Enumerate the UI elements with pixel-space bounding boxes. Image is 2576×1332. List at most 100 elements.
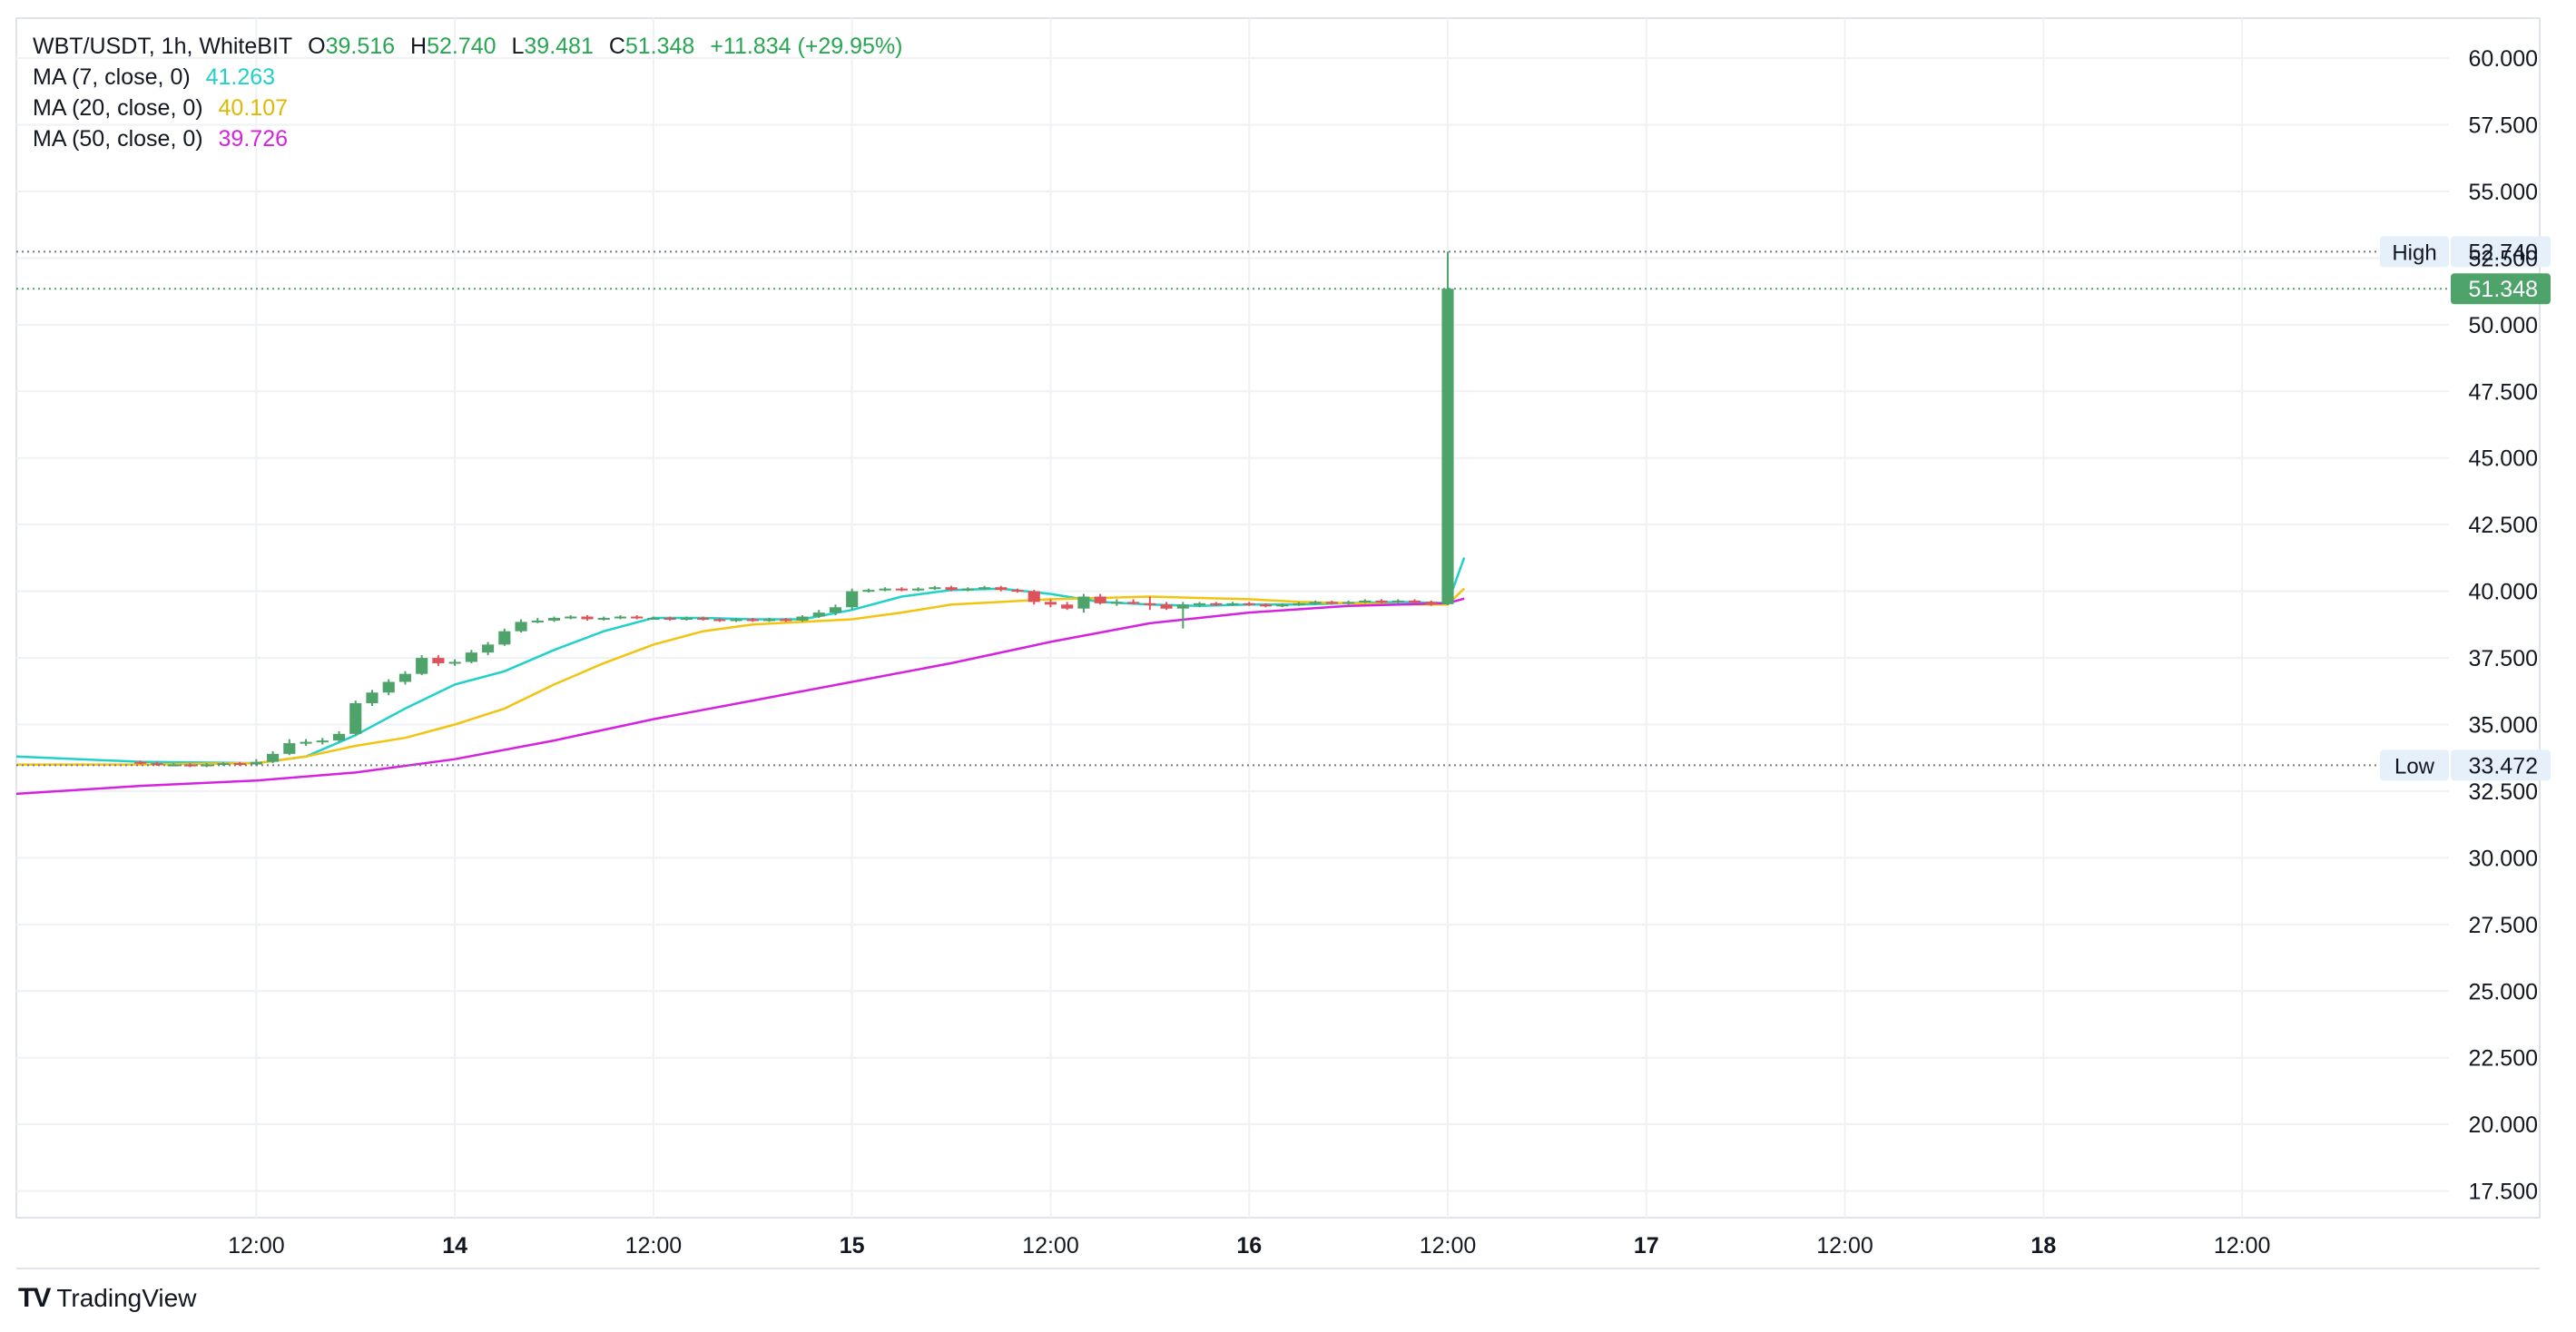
candle	[432, 655, 445, 666]
indicator-ma7[interactable]: MA (7, close, 0) 41.263	[33, 62, 912, 93]
indicator-name: MA (20, close, 0)	[33, 95, 203, 121]
tradingview-logo-icon: TV	[18, 1283, 51, 1313]
candle	[1259, 602, 1273, 608]
candle	[465, 650, 477, 663]
candle	[167, 763, 180, 767]
candle	[895, 587, 908, 592]
indicator-ma20[interactable]: MA (20, close, 0) 40.107	[33, 93, 912, 123]
candle	[1094, 593, 1106, 605]
candle	[1325, 600, 1338, 605]
y-tick-label: 32.500	[2469, 779, 2538, 805]
candle-body	[762, 619, 776, 622]
candle-body	[332, 733, 346, 741]
candle-body	[498, 631, 511, 645]
candle-body	[945, 587, 958, 591]
candle	[1309, 600, 1322, 605]
candle-body	[995, 587, 1008, 591]
candle-body	[1441, 289, 1454, 604]
y-tick-label: 55.000	[2469, 180, 2538, 205]
x-tick-label: 12:00	[228, 1233, 285, 1259]
plot-border	[15, 17, 2541, 1219]
candle-body	[1391, 600, 1404, 602]
candle	[316, 738, 329, 745]
candle-body	[432, 658, 445, 663]
ma-line	[15, 597, 1465, 796]
marker-price: 33.472	[2469, 753, 2538, 779]
close-value: C51.348	[608, 34, 695, 59]
candle	[134, 760, 147, 765]
y-tick-label: 47.500	[2469, 379, 2538, 405]
high-value: H52.740	[410, 34, 497, 59]
candle	[300, 739, 312, 747]
candle-body	[1408, 600, 1421, 602]
indicator-ma50[interactable]: MA (50, close, 0) 39.726	[33, 123, 912, 154]
x-tick-label: 16	[1236, 1233, 1262, 1259]
ohlc-row: WBT/USDT, 1h, WhiteBIT O39.516 H52.740 L…	[33, 31, 912, 62]
open-value: O39.516	[308, 34, 396, 59]
chart-legend: WBT/USDT, 1h, WhiteBIT O39.516 H52.740 L…	[33, 31, 912, 154]
candle	[780, 618, 792, 622]
candle-body	[1325, 602, 1338, 604]
candle-body	[1276, 604, 1289, 607]
candle-body	[697, 618, 710, 620]
chart-grid	[15, 17, 2541, 1269]
candle	[680, 616, 693, 621]
candle-body	[929, 587, 941, 590]
candle	[581, 615, 594, 621]
candle	[482, 642, 495, 656]
candle-body	[647, 618, 660, 620]
candle-body	[912, 588, 925, 591]
candle	[283, 739, 296, 756]
x-tick-label: 18	[2030, 1233, 2056, 1259]
candle-body	[1027, 591, 1040, 602]
candle-body	[796, 616, 809, 621]
candle	[332, 730, 346, 742]
high-low-markers: High 52.740 Low 33.472 51.348	[16, 236, 2551, 781]
candle	[664, 616, 676, 621]
candle-body	[1011, 590, 1024, 593]
last-price-label: 51.348	[2469, 277, 2538, 302]
candle-body	[1061, 604, 1074, 609]
candle	[1359, 599, 1372, 603]
candle-body	[614, 616, 627, 619]
candle	[515, 619, 527, 633]
y-tick-label: 57.500	[2469, 113, 2538, 139]
ma-line	[16, 587, 1466, 766]
candle-body	[597, 618, 610, 620]
y-tick-label: 27.500	[2469, 913, 2538, 938]
x-tick-label: 15	[840, 1233, 865, 1259]
candle	[416, 655, 428, 676]
candle	[846, 588, 859, 611]
candle	[565, 615, 577, 620]
candle-body	[482, 644, 495, 653]
y-tick-label: 20.000	[2469, 1112, 2538, 1138]
candle-body	[1293, 602, 1305, 605]
candle-body	[448, 661, 461, 664]
candle-body	[1259, 604, 1273, 607]
x-tick-label: 12:00	[2214, 1233, 2271, 1259]
y-tick-label: 60.000	[2469, 46, 2538, 72]
candle	[349, 700, 362, 736]
y-tick-label: 25.000	[2469, 979, 2538, 1004]
x-tick-label: 12:00	[1816, 1233, 1873, 1259]
indicator-value: 40.107	[218, 95, 288, 121]
candle-body	[1193, 602, 1206, 605]
candle	[1375, 599, 1388, 603]
candle	[961, 587, 974, 592]
candle-body	[895, 588, 908, 591]
candle-body	[1144, 602, 1156, 605]
price-axis: 60.000 57.500 55.000 52.500 50.000 47.500 45.0…	[2469, 46, 2538, 1205]
candle-body	[1077, 596, 1090, 609]
candle-body	[201, 764, 213, 767]
candle-body	[134, 761, 147, 764]
candle-body	[713, 619, 726, 622]
candle	[730, 618, 742, 622]
moving-average-lines	[15, 557, 1466, 796]
candle-body	[680, 618, 693, 620]
tradingview-branding[interactable]: TV TradingView	[18, 1283, 196, 1314]
candle-body	[829, 607, 842, 613]
symbol-title[interactable]: WBT/USDT, 1h, WhiteBIT	[33, 34, 293, 59]
candle	[1391, 599, 1404, 603]
low-value: L39.481	[511, 34, 594, 59]
